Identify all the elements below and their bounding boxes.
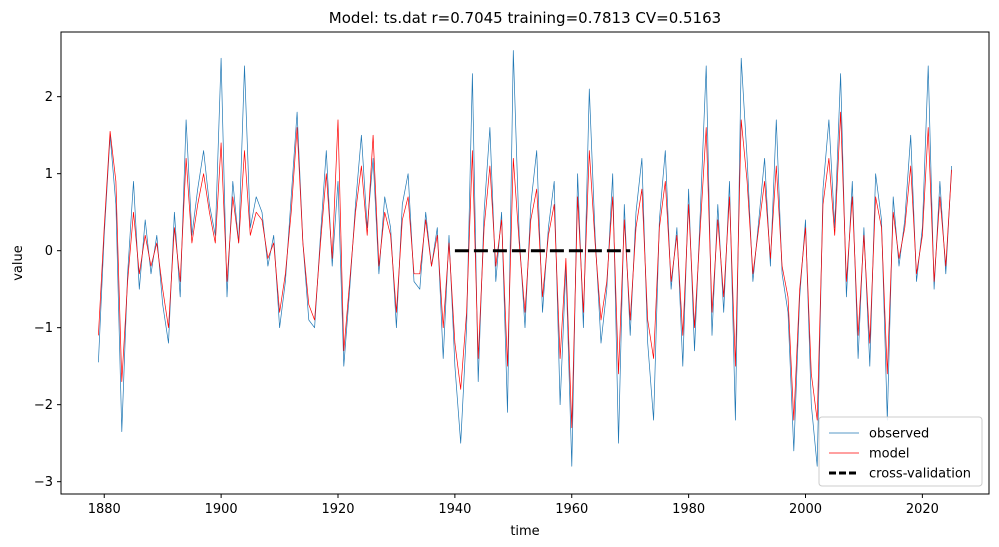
x-axis-label: time	[510, 524, 539, 539]
y-tick-label--2: −2	[34, 398, 53, 413]
x-tick-label-1940: 1940	[438, 502, 471, 517]
legend-label-observed: observed	[869, 427, 929, 442]
y-tick-label--1: −1	[34, 321, 53, 336]
chart-title: Model: ts.dat r=0.7045 training=0.7813 C…	[329, 9, 721, 27]
legend-label-model: model	[869, 447, 909, 462]
series-line-model	[98, 111, 952, 429]
y-tick-label-2: 2	[45, 90, 53, 105]
x-tick-label-1880: 1880	[88, 502, 121, 517]
x-tick-label-2020: 2020	[906, 502, 939, 517]
x-tick-label-1980: 1980	[672, 502, 705, 517]
y-tick-label-0: 0	[45, 244, 53, 259]
series-line-observed	[98, 50, 952, 467]
x-tick-label-1920: 1920	[321, 502, 354, 517]
legend-label-cross-validation: cross-validation	[869, 467, 971, 482]
y-axis-label: value	[11, 245, 26, 281]
plot-frame	[60, 31, 990, 495]
x-tick-label-1960: 1960	[555, 502, 588, 517]
y-tick-label-1: 1	[45, 167, 53, 182]
x-tick-label-2000: 2000	[789, 502, 822, 517]
legend-box	[818, 416, 983, 487]
legend: observed model cross-validation	[818, 416, 983, 487]
y-axis: −3 −2 −1 0 1 2	[34, 90, 61, 490]
series-layer	[98, 50, 952, 467]
x-axis: 1880 1900 1920 1940 1960 1980 2000 2020	[88, 494, 939, 517]
x-tick-label-1900: 1900	[205, 502, 238, 517]
y-tick-label--3: −3	[34, 475, 53, 490]
